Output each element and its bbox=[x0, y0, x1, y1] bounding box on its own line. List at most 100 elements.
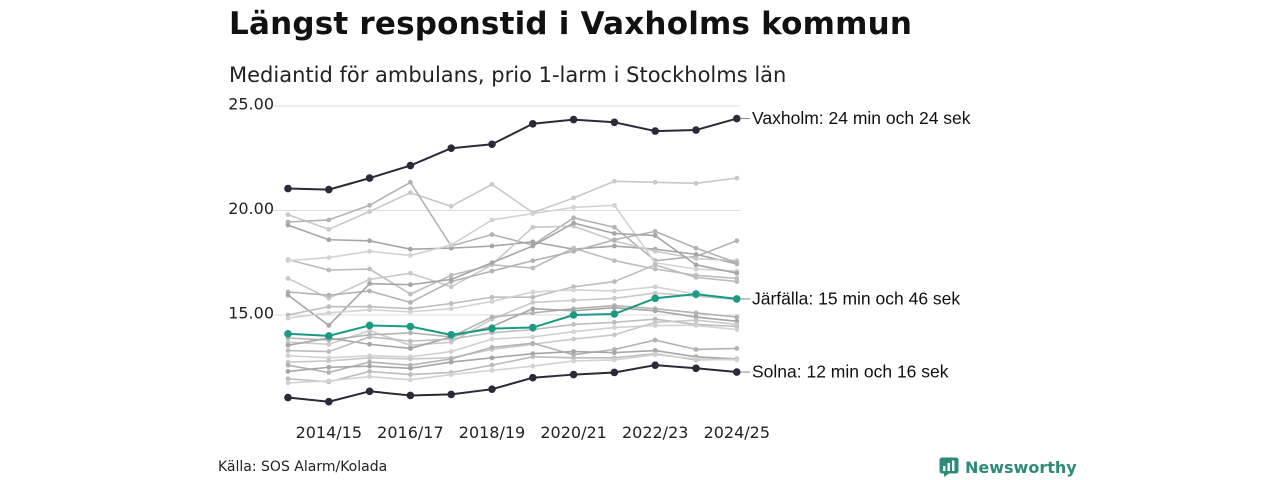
data-point bbox=[325, 185, 333, 194]
data-point bbox=[448, 272, 454, 278]
data-point bbox=[325, 397, 333, 406]
chart-title: Längst responstid i Vaxholms kommun bbox=[229, 6, 913, 42]
series-line bbox=[287, 339, 738, 374]
series-line bbox=[287, 318, 738, 353]
data-point bbox=[530, 363, 536, 369]
data-point bbox=[408, 253, 413, 258]
data-point bbox=[326, 349, 332, 354]
data-point bbox=[734, 327, 740, 333]
series-line bbox=[287, 177, 738, 231]
data-point bbox=[652, 352, 658, 358]
x-tick-label: 2022/23 bbox=[622, 423, 688, 442]
data-point bbox=[326, 341, 332, 347]
x-axis: 2014/15 2016/17 2018/19 2020/21 2022/23 2024/… bbox=[296, 423, 770, 442]
data-point bbox=[693, 245, 699, 251]
gridlines: 15.00 20.00 25.00 bbox=[228, 95, 740, 323]
series-line bbox=[287, 117, 738, 191]
data-point bbox=[406, 322, 415, 331]
data-point bbox=[612, 178, 617, 184]
data-point bbox=[365, 174, 374, 182]
data-point bbox=[326, 267, 332, 273]
brand-logo: Newsworthy bbox=[939, 456, 1077, 478]
background-series bbox=[285, 352, 740, 386]
x-tick-label: 2018/19 bbox=[459, 423, 525, 442]
series-line bbox=[287, 204, 738, 272]
data-point bbox=[365, 321, 374, 330]
data-point bbox=[612, 295, 617, 301]
series-vaxholm bbox=[284, 114, 741, 194]
data-point bbox=[489, 336, 495, 342]
y-tick-label: 15.00 bbox=[228, 304, 274, 323]
data-point bbox=[693, 262, 699, 268]
data-point bbox=[326, 304, 332, 310]
series-label-j-rf-lla: Järfälla: 15 min och 46 sek bbox=[752, 289, 960, 309]
data-point bbox=[612, 357, 617, 363]
data-point bbox=[285, 376, 291, 382]
data-point bbox=[612, 288, 617, 294]
data-point bbox=[489, 362, 495, 368]
data-point bbox=[447, 331, 456, 339]
data-point bbox=[571, 215, 576, 221]
data-point bbox=[530, 224, 536, 230]
data-point bbox=[734, 322, 740, 327]
data-point bbox=[367, 202, 372, 208]
series-label-solna: Solna: 12 min och 16 sek bbox=[752, 362, 949, 382]
data-point bbox=[612, 319, 617, 325]
data-point bbox=[489, 243, 495, 249]
data-point bbox=[365, 387, 374, 396]
data-point bbox=[571, 336, 576, 342]
data-point bbox=[693, 180, 699, 186]
data-point bbox=[612, 258, 617, 264]
data-point bbox=[571, 349, 576, 354]
data-point bbox=[733, 114, 741, 123]
data-point bbox=[325, 332, 333, 340]
data-point bbox=[326, 255, 332, 260]
data-point bbox=[406, 161, 415, 170]
data-point bbox=[448, 359, 454, 365]
background-series bbox=[285, 303, 740, 343]
data-point bbox=[408, 377, 413, 383]
data-point bbox=[367, 238, 372, 244]
data-point bbox=[408, 356, 413, 362]
data-point bbox=[530, 211, 536, 217]
data-point bbox=[326, 370, 332, 375]
data-point bbox=[285, 342, 291, 348]
x-tick-label: 2020/21 bbox=[540, 423, 606, 442]
data-point bbox=[612, 237, 617, 243]
data-point bbox=[530, 306, 536, 312]
data-point bbox=[367, 281, 372, 287]
data-point bbox=[408, 190, 413, 196]
data-point bbox=[652, 233, 658, 238]
data-point bbox=[610, 310, 619, 318]
data-point bbox=[367, 363, 372, 369]
data-point bbox=[285, 380, 291, 386]
data-point bbox=[651, 361, 659, 369]
data-point bbox=[448, 284, 454, 290]
series-line bbox=[287, 324, 738, 359]
data-point bbox=[571, 248, 576, 254]
data-point bbox=[367, 341, 372, 347]
series-line bbox=[287, 364, 738, 403]
data-point bbox=[408, 300, 413, 305]
data-point bbox=[488, 140, 496, 149]
x-tick-label: 2024/25 bbox=[704, 423, 770, 442]
y-tick-label: 25.00 bbox=[228, 95, 274, 114]
data-point bbox=[692, 364, 700, 373]
data-point bbox=[734, 314, 740, 320]
data-point bbox=[285, 315, 291, 321]
data-point bbox=[530, 334, 536, 340]
data-point bbox=[569, 311, 578, 319]
series-line bbox=[287, 306, 738, 350]
data-point bbox=[448, 306, 454, 312]
data-point bbox=[530, 310, 536, 316]
data-point bbox=[284, 393, 292, 402]
data-point bbox=[326, 358, 332, 364]
data-point bbox=[652, 308, 658, 314]
data-point bbox=[448, 277, 454, 282]
data-point bbox=[529, 119, 537, 128]
data-point bbox=[489, 355, 495, 361]
data-point bbox=[406, 391, 415, 400]
data-point bbox=[693, 347, 699, 352]
data-point bbox=[693, 256, 699, 261]
data-point bbox=[408, 270, 413, 276]
